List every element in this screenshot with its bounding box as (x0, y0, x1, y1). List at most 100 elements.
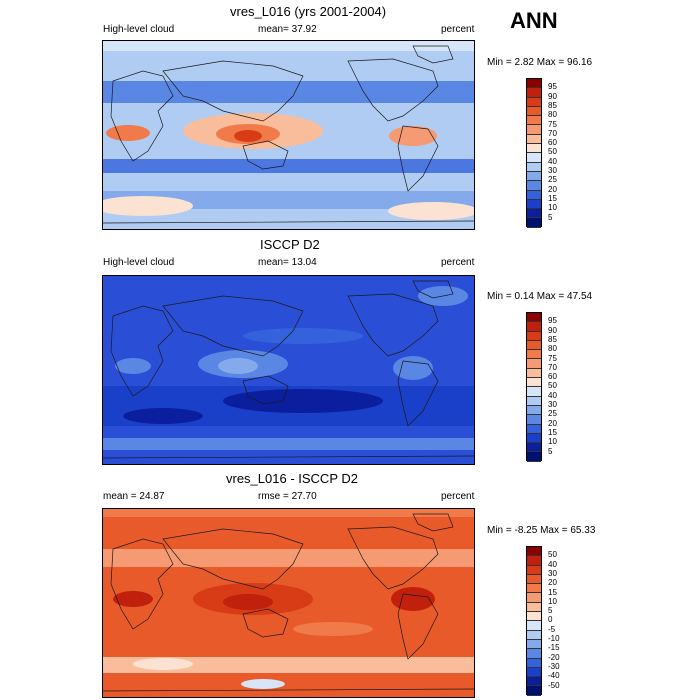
panel-3-colorbar-label: 50 (548, 550, 557, 560)
panel-1-colorbar-label: 50 (548, 147, 557, 157)
panel-2-colorbar-label: 5 (548, 446, 553, 456)
panel-2-colorbar-cell (527, 322, 541, 332)
panel-3-mean: mean = 24.87 (103, 491, 165, 502)
panel-1-colorbar-label: 75 (548, 119, 557, 129)
panel-2-colorbar-cell (527, 378, 541, 388)
panel-2-colorbar-label: 50 (548, 381, 557, 391)
panel-1-units: percent (441, 24, 475, 35)
panel-1-left-label: High-level cloud (103, 24, 175, 35)
panel-1-colorbar-cell (527, 79, 541, 89)
panel-3-colorbar-label: -50 (548, 680, 560, 690)
panel-2-colorbar-cell (527, 368, 541, 379)
panel-1-coastlines (103, 45, 474, 224)
panel-3-colorbar-cell (527, 584, 541, 594)
panel-3-colorbar-cell (527, 639, 541, 650)
panel-2-colorbar-label: 95 (548, 316, 557, 326)
panel-1-map-svg (103, 41, 474, 229)
panel-2-colorbar-label: 25 (548, 409, 557, 419)
panel-3-colorbar-label: 10 (548, 596, 557, 606)
panel-2-colorbar-cells (527, 313, 541, 462)
panel-2-colorbar-label: 15 (548, 427, 557, 437)
panel-2-coastlines (103, 280, 474, 459)
panel-1-colorbar-cell (527, 181, 541, 191)
panel-1-colorbar-cell (527, 209, 541, 219)
panel-3-colorbar-cell (527, 677, 541, 687)
panel-1-colorbar-label: 20 (548, 184, 557, 194)
panel-1-colorbar-label: 15 (548, 193, 557, 203)
panel-3-colorbar-cell (527, 686, 541, 696)
panel-3-colorbar-cell (527, 630, 541, 640)
panel-3-rmse: rmse = 27.70 (258, 491, 317, 502)
panel-1-mean: mean= 37.92 (258, 24, 317, 35)
panel-3-colorbar-cell (527, 612, 541, 622)
panel-2-colorbar-label: 85 (548, 334, 557, 344)
panel-3-map-svg (103, 509, 474, 697)
panel-3-colorbar-label: 40 (548, 559, 557, 569)
panel-3-colorbar-cell (527, 602, 541, 613)
panel-3-colorbar-label: 0 (548, 615, 553, 625)
panel-3-colorbar-cell (527, 649, 541, 659)
panel-3-colorbar-label: -30 (548, 661, 560, 671)
panel-2-title: ISCCP D2 (260, 237, 320, 252)
panel-2-colorbar-label: 10 (548, 437, 557, 447)
panel-1-colorbar (526, 78, 542, 228)
panel-1-colorbar-label: 40 (548, 156, 557, 166)
panel-2-map-svg (103, 276, 474, 464)
panel-2-colorbar-label: 90 (548, 325, 557, 335)
panel-3-map (102, 508, 475, 698)
panel-2-colorbar-cell (527, 443, 541, 453)
panel-1-colorbar-cell (527, 190, 541, 200)
panel-3-colorbar-cell (527, 593, 541, 603)
panel-1-colorbar-cell (527, 106, 541, 117)
panel-1-colorbar-cell (527, 199, 541, 210)
panel-2-colorbar-cell (527, 433, 541, 444)
panel-2-minmax: Min = 0.14 Max = 47.54 (487, 291, 593, 302)
panel-1-colorbar-label: 60 (548, 138, 557, 148)
panel-1-colorbar-cell (527, 144, 541, 154)
panel-2-colorbar-label: 75 (548, 353, 557, 363)
panel-1-colorbar-cell (527, 116, 541, 126)
panel-2-left-label: High-level cloud (103, 257, 175, 268)
panel-3-colorbar-cell (527, 565, 541, 575)
panel-3-coastlines (103, 513, 474, 692)
panel-1-minmax: Min = 2.82 Max = 96.16 (487, 57, 593, 68)
panel-3-minmax: Min = -8.25 Max = 65.33 (487, 525, 596, 536)
panel-2-colorbar-label: 30 (548, 400, 557, 409)
panel-1-colorbar-cell (527, 134, 541, 145)
panel-1-colorbar-cell (527, 88, 541, 98)
panel-2-colorbar-cell (527, 331, 541, 341)
panel-3-units: percent (441, 491, 475, 502)
panel-3-colorbar-cell (527, 556, 541, 566)
panel-2-colorbar-cell (527, 387, 541, 397)
panel-1-colorbar-cell (527, 125, 541, 135)
panel-3-colorbar (526, 546, 542, 696)
panel-2-colorbar-cell (527, 396, 541, 406)
panel-3-colorbar-label: 20 (548, 578, 557, 588)
panel-3-colorbar-label: 15 (548, 587, 557, 597)
panel-1-colorbar-label: 85 (548, 100, 557, 110)
panel-1-colorbar-cell (527, 153, 541, 163)
panel-1-colorbar-label: 70 (548, 128, 557, 138)
panel-2-colorbar-cell (527, 340, 541, 351)
panel-1-colorbar-cell (527, 97, 541, 107)
panel-1-title: vres_L016 (yrs 2001-2004) (230, 4, 387, 19)
panel-2-colorbar-cell (527, 452, 541, 462)
panel-1-colorbar-label: 90 (548, 91, 557, 101)
panel-1-colorbar-label: 80 (548, 110, 557, 120)
panel-3-title: vres_L016 - ISCCP D2 (226, 471, 358, 486)
panel-2-map (102, 275, 475, 465)
panel-2-colorbar-label: 60 (548, 372, 557, 382)
panel-1-colorbar-label: 10 (548, 203, 557, 213)
panel-3-colorbar-label: -40 (548, 671, 560, 681)
panel-1-colorbar-cell (527, 171, 541, 182)
panel-3-colorbar-cell (527, 547, 541, 557)
panel-1-colorbar-cell (527, 162, 541, 172)
panel-1-colorbar-label: 95 (548, 82, 557, 92)
panel-2-colorbar (526, 312, 542, 462)
panel-3-colorbar-cell (527, 658, 541, 668)
panel-2-colorbar-label: 80 (548, 344, 557, 354)
season-label: ANN (510, 8, 558, 33)
panel-2-colorbar-cell (527, 359, 541, 369)
panel-3-colorbar-cell (527, 621, 541, 631)
panel-2-colorbar-label: 70 (548, 362, 557, 372)
